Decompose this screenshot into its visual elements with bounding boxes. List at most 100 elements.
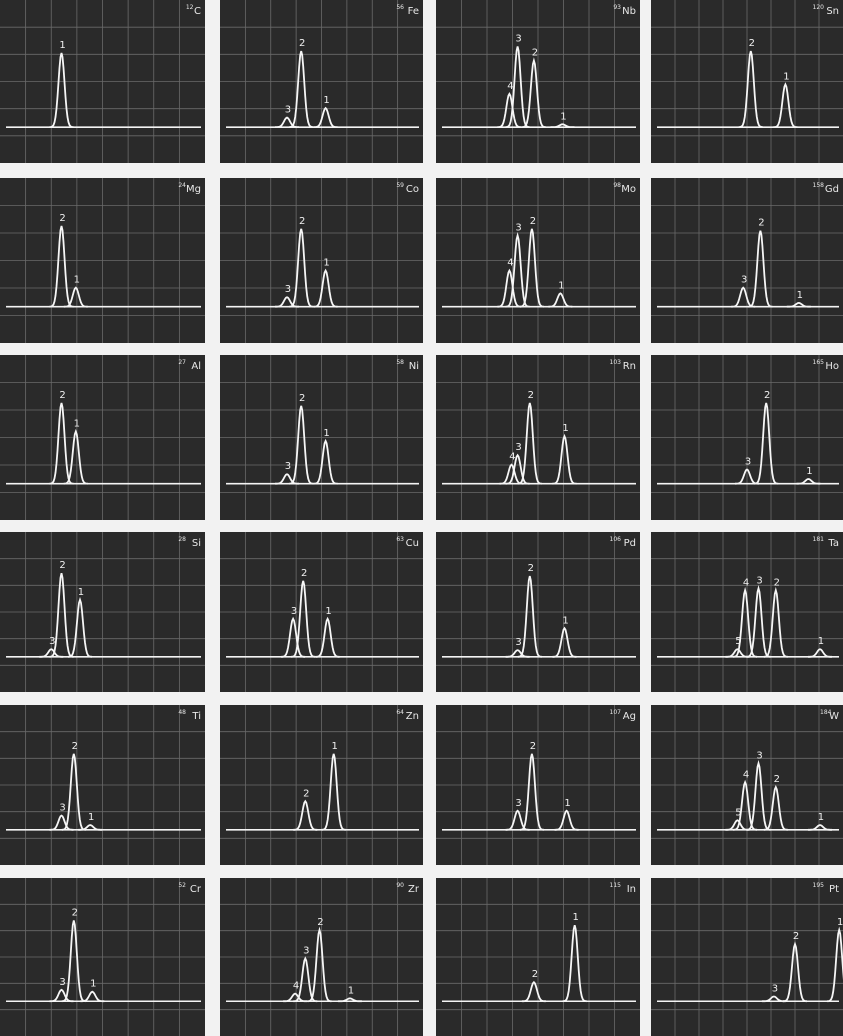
peak: [313, 268, 338, 308]
peak: [289, 50, 314, 128]
peak-label: 2: [530, 216, 536, 227]
element-symbol: Zn: [406, 711, 419, 722]
mass-number: 90: [396, 882, 404, 889]
scope-panel: Pt 195 3 2 1: [651, 878, 843, 1036]
scope-panel: Ti 48 3 2 1: [0, 705, 205, 865]
peak-label: 2: [528, 563, 534, 574]
scope-panel: Zr 90 4 3 2 1: [220, 878, 423, 1036]
peak-label: 2: [793, 931, 799, 942]
mass-number: 107: [610, 709, 622, 716]
mass-number: 120: [813, 4, 825, 11]
peak-label: 3: [285, 284, 291, 295]
peak-label: 1: [88, 812, 94, 823]
peak-label: 2: [532, 969, 538, 980]
mass-number: 184: [820, 709, 832, 716]
element-symbol: Cu: [406, 538, 419, 549]
peak: [517, 575, 542, 658]
peak: [808, 824, 832, 831]
peak: [291, 580, 316, 658]
peak: [275, 296, 299, 308]
peak: [283, 992, 308, 1003]
mass-number: 93: [613, 4, 621, 11]
peak-label: 2: [530, 741, 536, 752]
peak: [738, 50, 763, 128]
mass-number: 158: [813, 182, 825, 189]
mass-number: 24: [178, 182, 186, 189]
peak: [733, 779, 758, 831]
peak: [733, 586, 758, 658]
peak-label: 3: [745, 456, 751, 467]
mass-number: 181: [813, 536, 825, 543]
mass-number: 48: [178, 709, 186, 716]
mass-number: 64: [396, 709, 404, 716]
mass-number: 63: [396, 536, 404, 543]
element-symbol: Fe: [408, 6, 419, 17]
element-symbol: In: [627, 884, 636, 895]
peak: [746, 759, 771, 831]
peak-label: 2: [59, 390, 65, 401]
peak: [63, 428, 88, 485]
peak: [49, 52, 74, 128]
peak: [552, 433, 577, 485]
peak-label: 2: [774, 774, 780, 785]
peak-label: 4: [509, 452, 515, 463]
peak-label: 1: [90, 979, 96, 990]
peak: [754, 402, 779, 485]
peak: [827, 926, 843, 1003]
peak-label: 2: [774, 577, 780, 588]
scope-panel: Si 28 3 2 1: [0, 532, 205, 692]
peak-label: 2: [303, 788, 309, 799]
scope-panel: Cr 52 3 2 1: [0, 878, 205, 1036]
scope-panel: Ni 58 3 2 1: [220, 355, 423, 520]
peak-label: 3: [515, 33, 521, 44]
peak: [63, 286, 88, 308]
peak: [521, 57, 546, 128]
peak-label: 5: [735, 807, 741, 818]
peak: [505, 453, 530, 485]
scope-panel: Al 27 2 1: [0, 355, 205, 520]
peak-label: 2: [317, 917, 323, 928]
peak: [80, 990, 105, 1003]
element-symbol: Ni: [409, 361, 419, 372]
mass-number: 106: [610, 536, 622, 543]
peak-label: 1: [558, 280, 564, 291]
peak: [497, 268, 522, 308]
peak-label: 3: [59, 977, 65, 988]
element-symbol: W: [829, 711, 839, 722]
peak-label: 2: [301, 568, 307, 579]
peak-label: 2: [749, 38, 755, 49]
peak-label: 2: [299, 216, 305, 227]
element-symbol: Al: [191, 361, 201, 372]
peak-label: 2: [59, 560, 65, 571]
peak-label: 4: [743, 577, 749, 588]
peak-label: 2: [532, 48, 538, 59]
peak-label: 1: [323, 258, 329, 269]
peak-label: 1: [74, 275, 80, 286]
peak-label: 1: [323, 95, 329, 106]
element-symbol: Co: [406, 184, 419, 195]
mass-number: 52: [178, 882, 186, 889]
peak-label: 5: [735, 636, 741, 647]
peak-label: 4: [507, 258, 513, 269]
peak: [773, 82, 798, 128]
peak: [281, 616, 306, 658]
peak-label: 2: [758, 218, 764, 229]
peak: [497, 92, 522, 128]
peak: [313, 106, 338, 128]
mass-number: 56: [396, 4, 404, 11]
mass-number: 165: [813, 359, 825, 366]
element-symbol: Ho: [825, 361, 839, 372]
peak-label: 1: [78, 587, 84, 598]
element-symbol: Mg: [186, 184, 201, 195]
peak-label: 1: [331, 741, 337, 752]
peak: [321, 753, 346, 831]
